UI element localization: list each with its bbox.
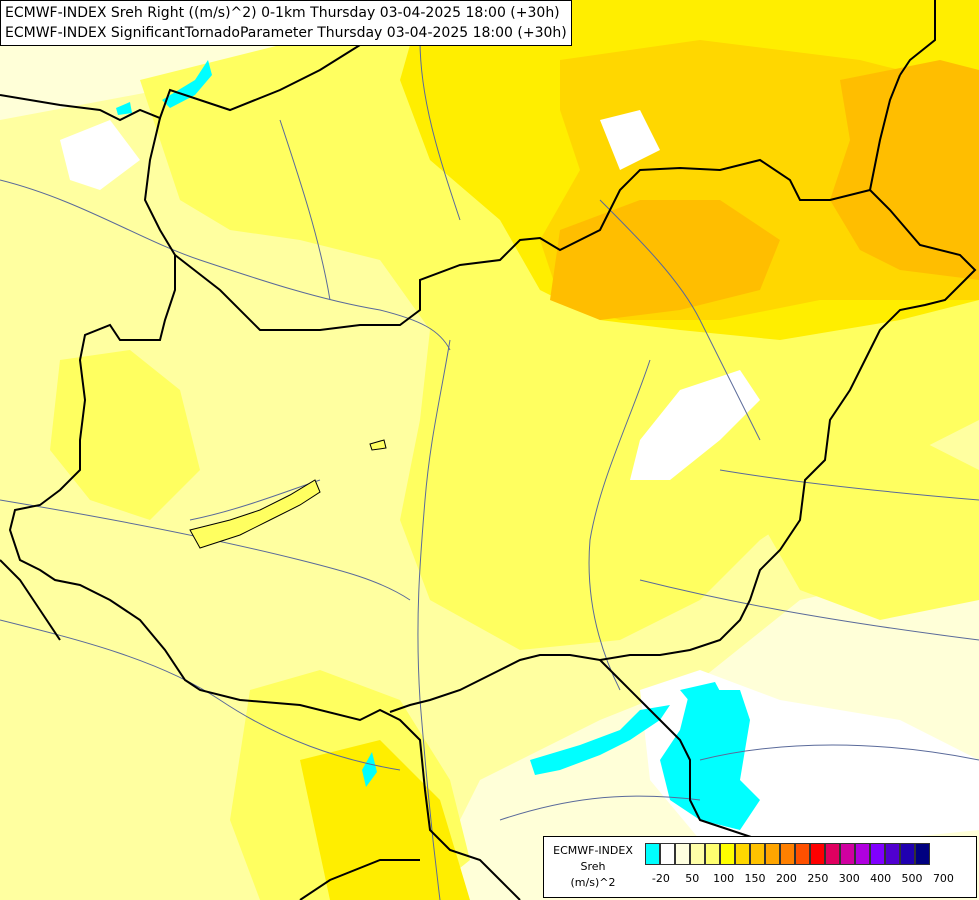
field-orange <box>830 60 979 280</box>
patch-cyan-3 <box>680 682 722 702</box>
legend-tick-label: 400 <box>870 872 892 885</box>
field-bright-yellow-south <box>300 740 470 900</box>
legend-swatch <box>660 843 675 865</box>
river-line <box>0 179 451 351</box>
border-line <box>174 158 977 713</box>
legend-swatch <box>825 843 840 865</box>
legend-swatch <box>720 843 735 865</box>
patch-cyan-6 <box>362 752 377 787</box>
river-line <box>699 744 979 761</box>
legend-swatch <box>900 843 915 865</box>
legend-swatch <box>870 843 885 865</box>
legend-tick-label: 50 <box>685 872 700 885</box>
river-line <box>639 579 979 641</box>
legend-swatch <box>735 843 750 865</box>
field-yellow-west <box>50 350 200 520</box>
patch-cyan-5 <box>116 102 132 115</box>
river-line <box>417 339 451 900</box>
legend-source: ECMWF-INDEX <box>553 844 633 857</box>
legend-tick-label: 500 <box>901 872 923 885</box>
color-legend: ECMWF-INDEX Sreh (m/s)^2 -20 50 100 150 200 2… <box>543 836 977 898</box>
legend-swatch <box>855 843 870 865</box>
legend-tick-label: -20 <box>651 872 670 885</box>
map-title-line-2: ECMWF-INDEX SignificantTornadoParameter … <box>5 25 567 41</box>
river-line <box>0 499 411 601</box>
legend-tick-label: 100 <box>713 872 735 885</box>
lake-balaton <box>189 479 321 549</box>
patch-white-2 <box>600 110 660 170</box>
border-line <box>0 559 61 641</box>
patch-white-1 <box>630 370 760 480</box>
river-line <box>499 795 701 821</box>
map-title-line-1: ECMWF-INDEX Sreh Right ((m/s)^2) 0-1km T… <box>5 5 560 21</box>
river-line <box>599 199 761 441</box>
legend-swatch <box>690 843 705 865</box>
legend-swatch <box>840 843 855 865</box>
legend-label: ECMWF-INDEX Sreh (m/s)^2 <box>548 843 638 891</box>
legend-swatch <box>705 843 720 865</box>
patch-cyan-2 <box>530 705 670 775</box>
map-title-box: ECMWF-INDEX Sreh Right ((m/s)^2) 0-1km T… <box>0 0 572 46</box>
legend-swatch <box>765 843 780 865</box>
field-orange-2 <box>550 200 780 320</box>
river-line <box>719 469 979 501</box>
lake-small <box>369 439 387 451</box>
legend-ticks: -20 50 100 150 200 250 300 400 500 700 <box>645 872 975 888</box>
legend-swatch <box>810 843 825 865</box>
legend-swatches <box>645 843 930 865</box>
river-line <box>419 39 461 221</box>
legend-tick-label: 700 <box>932 872 954 885</box>
legend-tick-label: 250 <box>807 872 829 885</box>
legend-tick-label: 150 <box>744 872 766 885</box>
legend-swatch <box>780 843 795 865</box>
border-line <box>899 0 936 76</box>
border-line <box>869 74 901 191</box>
legend-swatch <box>885 843 900 865</box>
legend-parameter: Sreh <box>580 860 606 873</box>
river-line <box>279 119 331 301</box>
river-line <box>588 359 651 691</box>
patch-cyan-4 <box>162 60 212 108</box>
border-line <box>299 859 420 900</box>
legend-swatch <box>915 843 930 865</box>
patch-cyan-1 <box>660 690 760 830</box>
border-line <box>599 659 800 841</box>
border-line <box>8 117 521 900</box>
river-line <box>0 619 401 771</box>
patch-white-3 <box>60 120 140 190</box>
legend-swatch <box>675 843 690 865</box>
legend-swatch <box>645 843 660 865</box>
legend-tick-label: 300 <box>838 872 860 885</box>
rivers <box>0 39 979 900</box>
legend-swatch <box>795 843 810 865</box>
legend-unit: (m/s)^2 <box>570 876 616 889</box>
legend-tick-label: 200 <box>775 872 797 885</box>
legend-swatch <box>750 843 765 865</box>
